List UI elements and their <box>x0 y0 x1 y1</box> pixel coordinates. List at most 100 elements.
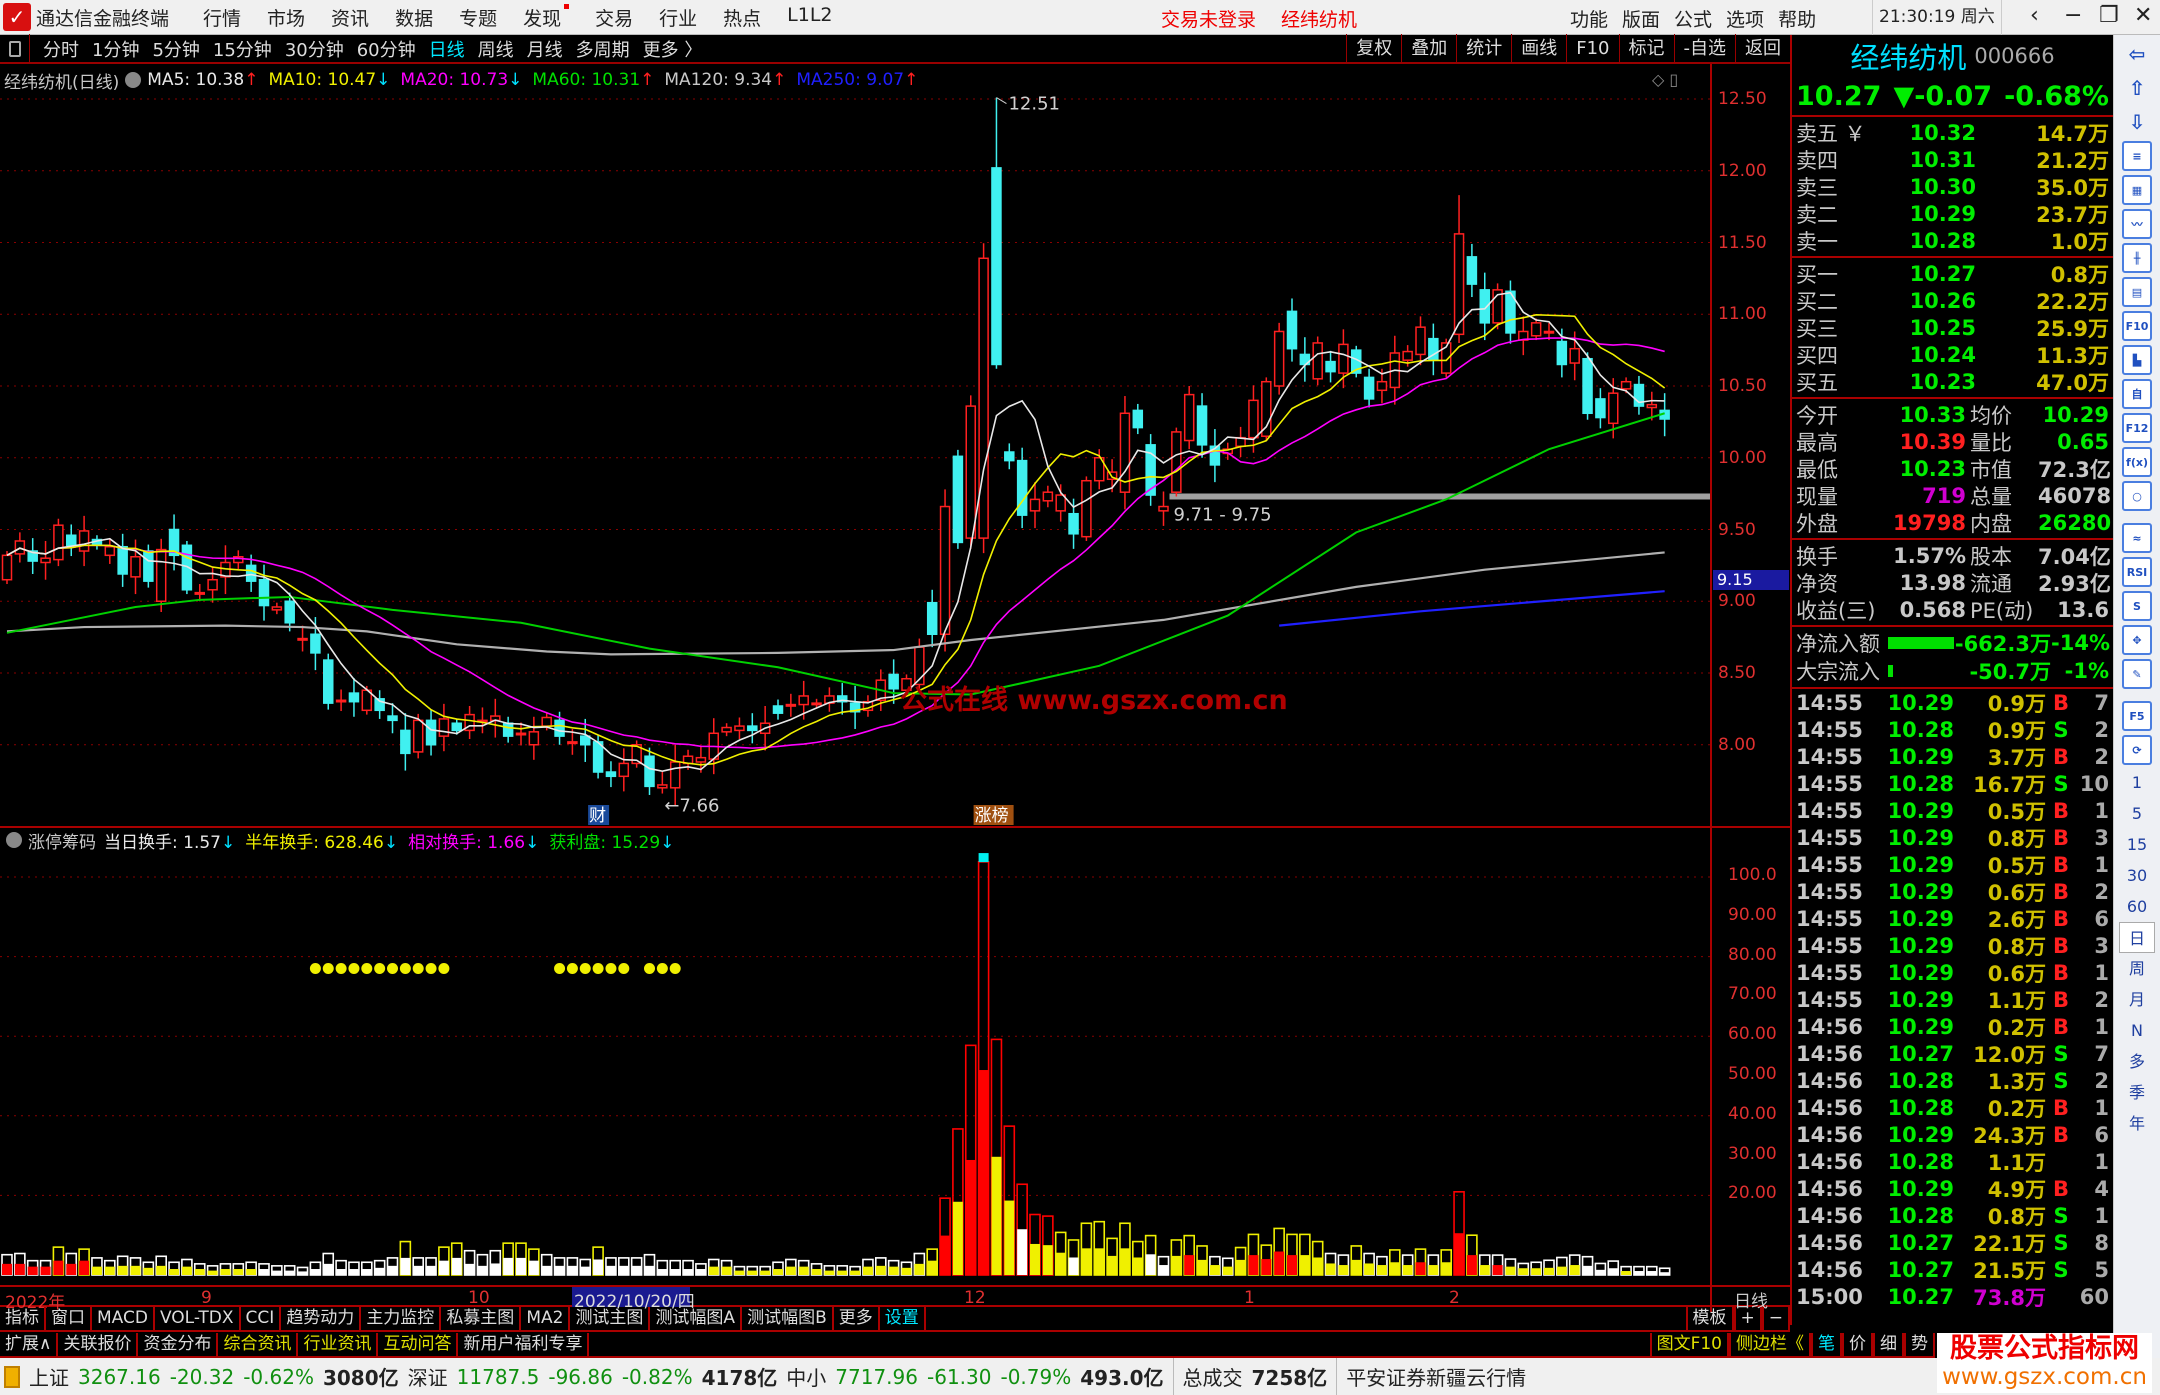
indicator-bar[interactable] <box>116 1255 129 1276</box>
menu-item[interactable]: 专题 <box>459 7 498 30</box>
indicator-bar[interactable] <box>1324 1252 1337 1276</box>
indicator-bar[interactable] <box>977 861 990 1276</box>
candle[interactable] <box>207 566 218 603</box>
menu-item[interactable]: L1L2 <box>787 3 833 26</box>
indicator-bar[interactable] <box>1440 1249 1452 1276</box>
indicator-bar[interactable] <box>1337 1254 1350 1276</box>
candle[interactable] <box>490 698 501 738</box>
indicator-bar[interactable] <box>1414 1248 1427 1276</box>
indicator-bar[interactable] <box>1491 1254 1504 1276</box>
indicator-bar[interactable] <box>181 1258 193 1276</box>
indicator-bar[interactable] <box>1478 1254 1491 1276</box>
candle[interactable] <box>1428 323 1439 376</box>
tab[interactable]: 趋势动力 <box>281 1307 362 1330</box>
candle[interactable] <box>644 747 655 795</box>
candle[interactable] <box>1016 447 1028 529</box>
chevron-down-icon[interactable] <box>6 832 22 848</box>
candle[interactable] <box>952 449 964 549</box>
indicator-bar[interactable] <box>1016 1183 1028 1276</box>
indicator-bar[interactable] <box>1196 1245 1208 1276</box>
menu-item[interactable]: 热点 <box>723 7 762 30</box>
candle[interactable] <box>1492 283 1503 330</box>
status-item[interactable]: 3080亿 <box>322 1366 399 1390</box>
candle[interactable] <box>1004 443 1015 470</box>
status-item[interactable]: -0.82% <box>621 1364 693 1389</box>
candle[interactable] <box>1273 322 1285 395</box>
f12-icon[interactable]: F12 <box>2122 413 2152 443</box>
indicator-bar[interactable] <box>1376 1255 1388 1276</box>
tree-icon[interactable]: ▙ <box>2122 345 2152 375</box>
sidebar-period[interactable]: 季 <box>2128 1083 2145 1102</box>
candle[interactable] <box>1633 375 1645 415</box>
indicator-bar[interactable] <box>193 1263 206 1276</box>
indicator-bar[interactable] <box>360 1261 373 1276</box>
menu-item[interactable]: 资讯 <box>331 7 370 30</box>
table-icon[interactable]: ▦ <box>2122 175 2152 205</box>
indicator-bar[interactable] <box>168 1261 180 1276</box>
candle[interactable] <box>258 564 270 621</box>
line-chart-icon[interactable]: 〰 <box>2122 209 2152 239</box>
candle[interactable] <box>155 538 167 613</box>
indicator-bar[interactable] <box>1658 1267 1671 1276</box>
menu-item[interactable]: 行业 <box>659 7 698 30</box>
indicator-bar[interactable] <box>1 1253 13 1276</box>
indicator-bar[interactable] <box>617 1257 630 1276</box>
event-marker[interactable]: 财 <box>588 805 610 826</box>
indicator-bar[interactable] <box>322 1252 335 1276</box>
tab[interactable]: 互动问答 <box>378 1333 459 1356</box>
indicator-bar[interactable] <box>553 1257 566 1276</box>
candle[interactable] <box>567 728 578 755</box>
candle[interactable] <box>53 518 64 567</box>
indicator-bar[interactable] <box>1260 1244 1273 1276</box>
indicator-bar[interactable] <box>1594 1262 1607 1276</box>
back-icon[interactable]: ‹ <box>2030 3 2039 28</box>
tab[interactable]: 设置 <box>880 1307 926 1330</box>
candle[interactable] <box>1248 385 1259 453</box>
sidebar-period[interactable]: 日 <box>2119 922 2155 953</box>
indicator-bar[interactable] <box>1530 1261 1542 1276</box>
indicator-bar[interactable] <box>296 1266 309 1276</box>
indicator-bar[interactable] <box>605 1257 617 1276</box>
indicator-bar[interactable] <box>26 1259 39 1276</box>
indicator-bar[interactable] <box>104 1259 116 1276</box>
candle[interactable] <box>323 653 334 710</box>
indicator-bar[interactable] <box>746 1265 759 1276</box>
indicator-bar[interactable] <box>772 1261 784 1276</box>
indicator-bar[interactable] <box>1247 1233 1260 1276</box>
report-icon[interactable]: ≡ <box>2122 141 2152 171</box>
tab[interactable]: − <box>1761 1307 1790 1330</box>
indicator-bar[interactable] <box>1633 1265 1645 1276</box>
tab[interactable]: 行业资讯 <box>298 1333 379 1356</box>
candle[interactable] <box>515 722 527 746</box>
period-tab[interactable]: 月线 <box>526 39 563 61</box>
candlestick-chart[interactable]: 12.51 ←7.66 9.71 - 9.75 财 涨榜 <box>0 64 1710 826</box>
tab[interactable]: 窗口 <box>46 1307 92 1330</box>
indicator-bar[interactable] <box>643 1253 656 1276</box>
indicator-bar[interactable] <box>836 1265 849 1276</box>
candle[interactable] <box>1440 338 1452 378</box>
indicator-bar[interactable] <box>1607 1260 1620 1276</box>
tab[interactable]: VOL-TDX <box>155 1307 241 1330</box>
sidebar-period[interactable]: 60 <box>2126 897 2148 916</box>
tab[interactable]: 私募主图 <box>441 1307 522 1330</box>
menu-item[interactable]: 市场 <box>267 7 306 30</box>
candle[interactable] <box>991 97 1002 369</box>
indicator-bar[interactable] <box>283 1265 296 1276</box>
indicator-bar[interactable] <box>348 1261 360 1276</box>
trade-status[interactable]: 交易未登录 <box>1161 9 1257 31</box>
status-item[interactable]: -0.62% <box>243 1364 314 1389</box>
candle[interactable] <box>1029 482 1041 529</box>
candle[interactable] <box>978 243 989 554</box>
candle[interactable] <box>1325 350 1336 383</box>
menu-item-wrap[interactable]: 发现 <box>523 3 570 31</box>
candle[interactable] <box>1646 391 1658 421</box>
chart-action-button[interactable]: 复权 <box>1346 34 1401 63</box>
indicator-bar[interactable] <box>450 1242 463 1276</box>
cycle-icon[interactable]: ○ <box>2122 481 2152 511</box>
indicator-bar[interactable] <box>232 1263 245 1276</box>
candle[interactable] <box>1595 388 1606 429</box>
candle[interactable] <box>734 717 745 740</box>
candle[interactable] <box>1582 352 1593 420</box>
candle-icon[interactable]: ╫ <box>2122 243 2152 273</box>
chart-action-button[interactable]: -自选 <box>1673 34 1736 63</box>
